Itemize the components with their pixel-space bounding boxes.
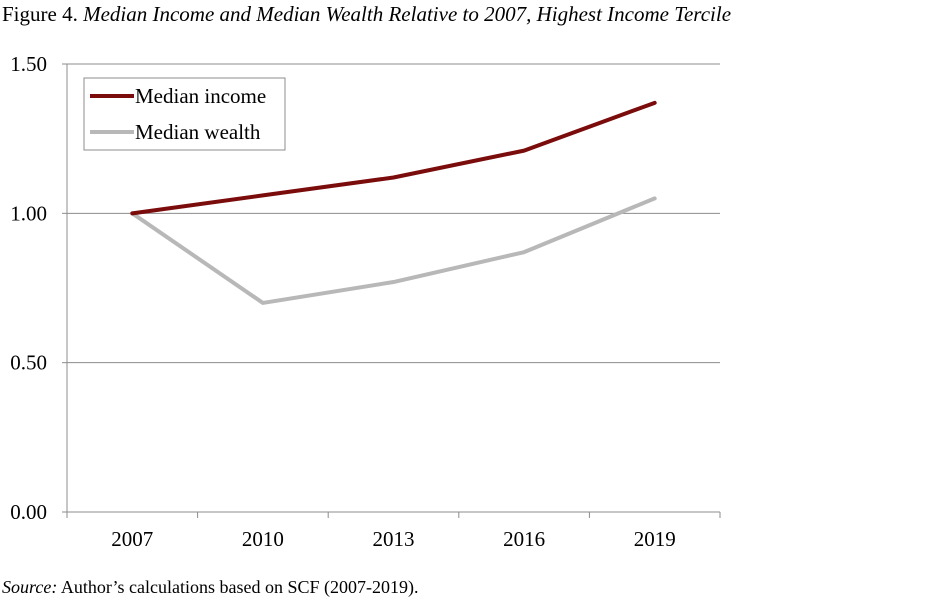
median-income-legend-label: Median income <box>135 84 266 108</box>
x-tick-label: 2016 <box>503 527 545 551</box>
y-tick-label: 1.50 <box>10 52 47 76</box>
median-income-line <box>130 100 657 216</box>
source-label: Source: <box>2 577 58 597</box>
figure-title-text: Median Income and Median Wealth Relative… <box>83 2 732 26</box>
source-note: Source: Author’s calculations based on S… <box>2 577 418 598</box>
series-lines <box>130 100 657 305</box>
y-tick-label: 0.50 <box>10 351 47 375</box>
y-tick-label: 0.00 <box>10 500 47 524</box>
x-tick-label: 2019 <box>634 527 676 551</box>
legend: Median income Median wealth <box>83 77 286 151</box>
x-tick-label: 2007 <box>111 527 153 551</box>
y-tick-label: 1.00 <box>10 201 47 225</box>
median-wealth-legend-label: Median wealth <box>135 120 261 144</box>
gridlines <box>67 63 720 364</box>
figure-title: Figure 4. Median Income and Median Wealt… <box>2 2 731 27</box>
x-tick-label: 2013 <box>373 527 415 551</box>
axes: 0.00 0.50 1.00 1.50 2007 2010 2013 2016 2019 <box>10 52 721 551</box>
x-tick-label: 2010 <box>242 527 284 551</box>
median-wealth-line <box>130 196 657 305</box>
figure-number: Figure 4. <box>2 2 78 26</box>
source-text: Author’s calculations based on SCF (2007… <box>60 577 419 597</box>
legend-box <box>83 77 286 151</box>
